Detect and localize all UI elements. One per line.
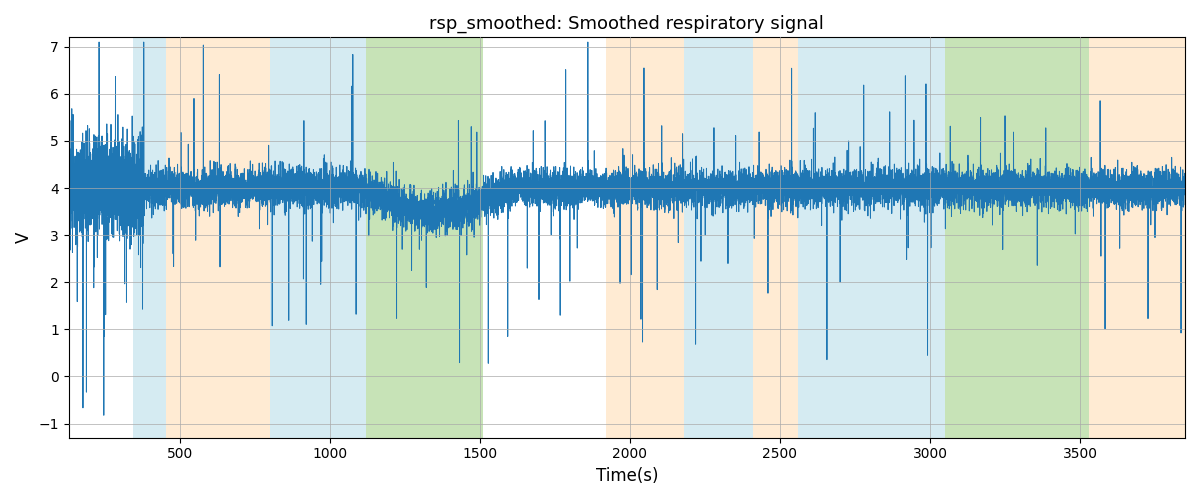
Bar [270, 38, 366, 438]
X-axis label: Time(s): Time(s) [595, 467, 658, 485]
Bar [133, 38, 167, 438]
Bar [684, 38, 752, 438]
Title: rsp_smoothed: Smoothed respiratory signal: rsp_smoothed: Smoothed respiratory signa… [430, 15, 824, 34]
Bar [752, 38, 798, 438]
Y-axis label: V: V [16, 232, 34, 243]
Bar [606, 38, 684, 438]
Bar [798, 38, 944, 438]
Bar [1088, 38, 1186, 438]
Bar [167, 38, 270, 438]
Bar [366, 38, 482, 438]
Bar [944, 38, 1088, 438]
